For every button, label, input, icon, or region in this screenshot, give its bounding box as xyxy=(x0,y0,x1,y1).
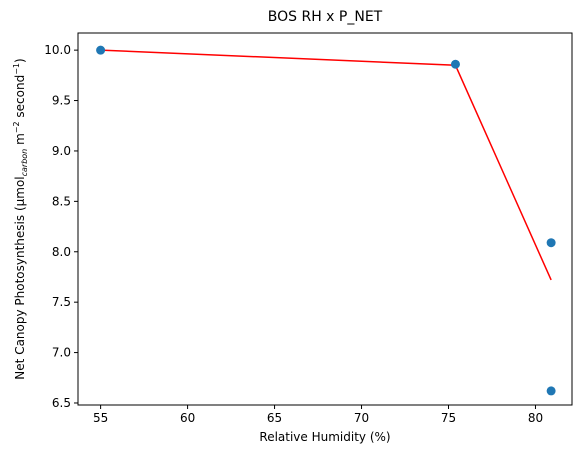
y-tick-label: 6.5 xyxy=(52,396,71,410)
y-tick-label: 9.5 xyxy=(52,94,71,108)
fit-line xyxy=(100,49,552,281)
data-point xyxy=(546,238,556,248)
data-point xyxy=(450,59,460,69)
y-axis-title-suffix: ) xyxy=(13,58,27,63)
x-tick-label: 75 xyxy=(441,411,456,425)
y-axis-title: Net Canopy Photosynthesis (µmolcarbon m−… xyxy=(12,58,29,379)
x-tick-label: 70 xyxy=(354,411,369,425)
data-point xyxy=(546,386,556,396)
data-point xyxy=(96,45,106,55)
y-axis-title-mid: m xyxy=(13,133,27,149)
y-axis-title-superscript-1: −2 xyxy=(12,121,21,133)
y-tick-label: 9.0 xyxy=(52,144,71,158)
y-tick-label: 10.0 xyxy=(44,43,71,57)
y-tick-label: 7.0 xyxy=(52,346,71,360)
x-tick-label: 65 xyxy=(267,411,282,425)
axes-frame xyxy=(77,32,573,406)
y-axis-title-subscript: carbon xyxy=(20,149,29,177)
y-tick-label: 8.0 xyxy=(52,245,71,259)
x-axis-title: Relative Humidity (%) xyxy=(259,430,390,444)
y-axis-title-prefix: Net Canopy Photosynthesis (µmol xyxy=(13,176,27,379)
y-tick-label: 8.5 xyxy=(52,194,71,208)
y-axis-title-mid2: second xyxy=(13,75,27,122)
plot-area: 55 60 65 70 75 80 6.5 7.0 7.5 8.0 8.5 9.0 9.5 10.0 xyxy=(44,32,573,425)
y-tick-label: 7.5 xyxy=(52,295,71,309)
chart-title: BOS RH x P_NET xyxy=(268,9,383,25)
x-tick-label: 55 xyxy=(93,411,108,425)
x-tick-label: 80 xyxy=(528,411,543,425)
y-axis-title-superscript-2: −1 xyxy=(12,63,21,75)
x-tick-label: 60 xyxy=(180,411,195,425)
